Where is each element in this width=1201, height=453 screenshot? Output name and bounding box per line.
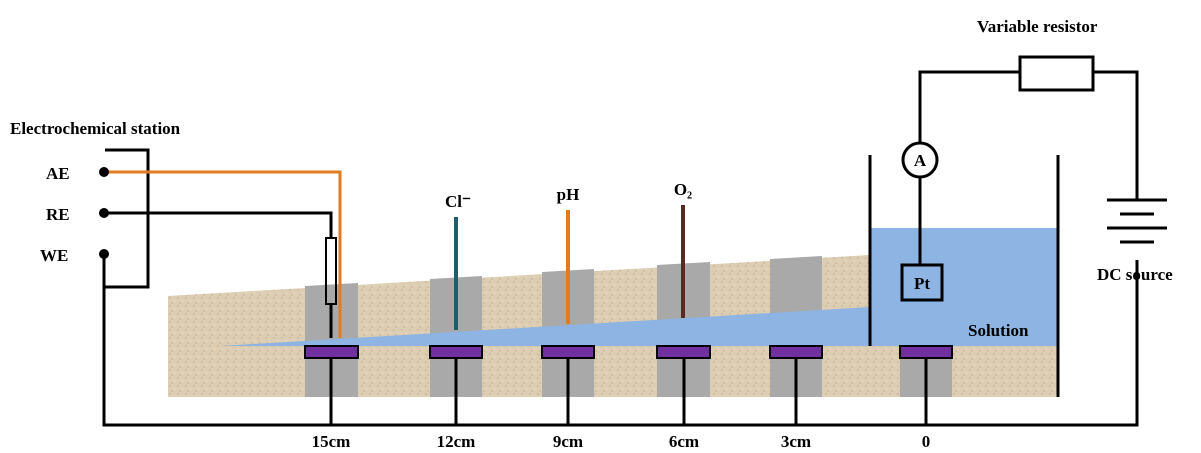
sensor-label: pH	[557, 185, 580, 204]
ammeter-label: A	[914, 151, 927, 170]
terminal-label: WE	[40, 246, 68, 265]
resistor-label: Variable resistor	[977, 17, 1098, 36]
terminals	[99, 167, 109, 259]
solution-label: Solution	[968, 321, 1029, 340]
electrodes	[304, 345, 953, 359]
distance-label: 0	[922, 432, 931, 451]
distance-label: 3cm	[781, 432, 811, 451]
distance-label: 9cm	[553, 432, 583, 451]
sensor-label: O₂	[674, 180, 692, 199]
distance-label: 15cm	[312, 432, 351, 451]
distance-label: 12cm	[437, 432, 476, 451]
leads	[329, 358, 928, 425]
circuit	[102, 55, 1167, 427]
distance-label: 6cm	[669, 432, 699, 451]
power-label: DC source	[1097, 265, 1173, 284]
sensor-label: Cl⁻	[445, 192, 471, 211]
ae-wire	[104, 170, 342, 338]
distance-labels: 15cm 12cm 9cm 6cm 3cm 0	[312, 432, 931, 451]
electrode-label: Pt	[914, 274, 930, 293]
sensors	[454, 205, 685, 330]
terminal-label: AE	[46, 164, 70, 183]
station-title: Electrochemical station	[10, 119, 181, 138]
terminal-label: RE	[46, 205, 70, 224]
